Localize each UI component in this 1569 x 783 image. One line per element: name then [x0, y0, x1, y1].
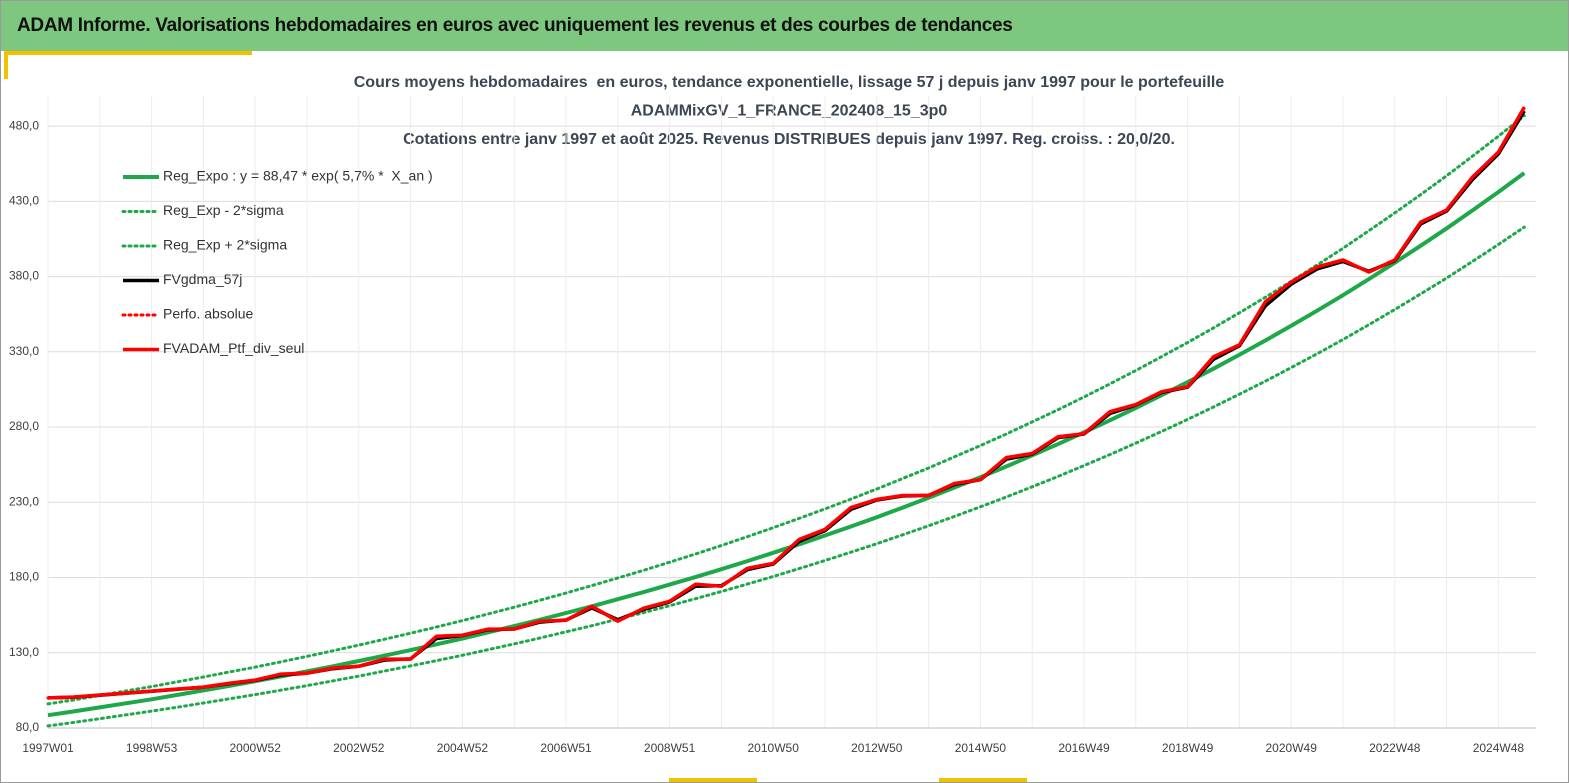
accent — [669, 778, 757, 782]
x-tick-label: 2020W49 — [1266, 741, 1318, 755]
y-tick-label: 80,0 — [16, 720, 40, 734]
x-tick-label: 2004W52 — [437, 741, 489, 755]
x-tick-label: 2022W48 — [1369, 741, 1421, 755]
legend-label: Reg_Expo : y = 88,47 * exp( 5,7% * X_an … — [163, 168, 433, 184]
y-tick-label: 480,0 — [9, 118, 39, 132]
accent — [4, 51, 252, 55]
x-tick-label: 2016W49 — [1058, 741, 1110, 755]
x-tick-label: 2012W50 — [851, 741, 903, 755]
series-line — [46, 105, 1526, 700]
legend-label: Perfo. absolue — [163, 306, 253, 322]
legend-label: Reg_Exp + 2*sigma — [163, 237, 287, 253]
y-tick-label: 280,0 — [9, 419, 39, 433]
x-tick-label: 2002W52 — [333, 741, 385, 755]
x-tick-label: 1998W53 — [126, 741, 178, 755]
x-tick-label: 2018W49 — [1162, 741, 1214, 755]
chart-title: ADAMMixGV_1_FRANCE_202408_15_3p0 — [631, 103, 948, 120]
x-tick-label: 1997W01 — [22, 741, 74, 755]
series-line — [46, 114, 1526, 706]
legend-label: FVgdma_57j — [163, 271, 242, 287]
x-tick-label: 2014W50 — [955, 741, 1007, 755]
x-tick-label: 2006W51 — [540, 741, 592, 755]
accent — [939, 778, 1027, 782]
chart-title: Cotations entre janv 1997 et août 2025. … — [403, 131, 1175, 148]
series-line — [47, 110, 1526, 700]
y-tick-label: 330,0 — [9, 344, 39, 358]
series-line — [47, 106, 1526, 700]
header-bar: ADAM Informe. Valorisations hebdomadaire… — [1, 1, 1568, 51]
x-tick-label: 2008W51 — [644, 741, 696, 755]
series-line — [46, 225, 1526, 728]
chart-title: Cours moyens hebdomadaires en euros, ten… — [354, 74, 1225, 91]
y-tick-label: 430,0 — [9, 194, 39, 208]
series-line — [47, 171, 1526, 718]
legend-label: FVADAM_Ptf_div_seul — [163, 340, 304, 356]
x-tick-label: 2024W48 — [1473, 741, 1525, 755]
accent — [4, 51, 8, 79]
x-tick-label: 2000W52 — [230, 741, 282, 755]
header-title: ADAM Informe. Valorisations hebdomadaire… — [17, 15, 1013, 36]
y-tick-label: 180,0 — [9, 570, 39, 584]
x-tick-label: 2010W50 — [748, 741, 800, 755]
y-tick-label: 230,0 — [9, 494, 39, 508]
y-tick-label: 380,0 — [9, 269, 39, 283]
y-tick-label: 130,0 — [9, 645, 39, 659]
legend-label: Reg_Exp - 2*sigma — [163, 202, 284, 218]
